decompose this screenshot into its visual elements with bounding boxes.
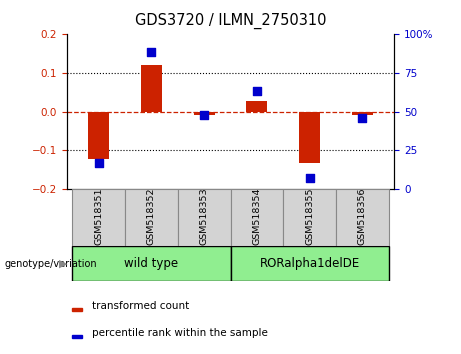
- Bar: [284, 189, 336, 246]
- Text: genotype/variation: genotype/variation: [5, 259, 97, 269]
- Bar: [72, 189, 125, 246]
- Bar: [72, 246, 230, 281]
- Text: GSM518355: GSM518355: [305, 188, 314, 245]
- Bar: [299, 112, 320, 163]
- Point: [95, 160, 102, 166]
- Point: [253, 88, 260, 94]
- Text: GSM518353: GSM518353: [200, 188, 209, 245]
- Text: transformed count: transformed count: [92, 301, 189, 311]
- Text: GSM518352: GSM518352: [147, 188, 156, 245]
- Bar: [88, 112, 109, 159]
- Bar: [72, 308, 82, 311]
- Bar: [194, 112, 215, 115]
- Bar: [72, 335, 82, 338]
- Point: [306, 176, 313, 181]
- Text: GSM518351: GSM518351: [94, 188, 103, 245]
- Point: [359, 115, 366, 121]
- Bar: [336, 189, 389, 246]
- Bar: [352, 112, 373, 115]
- Bar: [246, 101, 267, 112]
- Text: ▶: ▶: [59, 259, 68, 269]
- Text: RORalpha1delDE: RORalpha1delDE: [260, 257, 360, 270]
- Bar: [230, 246, 389, 281]
- Text: GSM518354: GSM518354: [252, 188, 261, 245]
- Bar: [125, 189, 177, 246]
- Bar: [177, 189, 230, 246]
- Point: [148, 50, 155, 55]
- Bar: [141, 65, 162, 112]
- Point: [201, 112, 208, 118]
- Text: percentile rank within the sample: percentile rank within the sample: [92, 329, 268, 338]
- Text: GDS3720 / ILMN_2750310: GDS3720 / ILMN_2750310: [135, 12, 326, 29]
- Bar: [230, 189, 284, 246]
- Text: wild type: wild type: [124, 257, 178, 270]
- Text: GSM518356: GSM518356: [358, 188, 367, 245]
